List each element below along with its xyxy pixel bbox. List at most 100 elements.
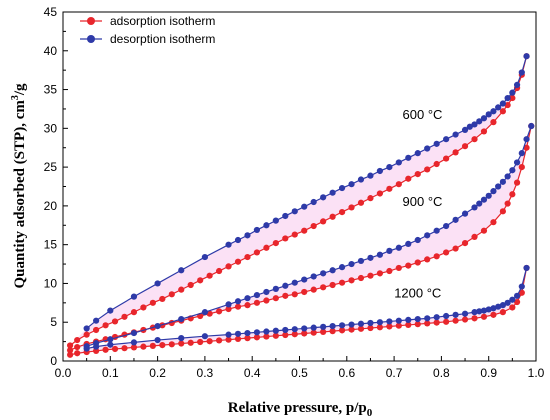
data-point-adsorption-900c: [504, 200, 511, 207]
data-point-adsorption-1200c: [130, 344, 138, 351]
data-point-desorption-1200c: [357, 320, 365, 327]
data-point-desorption-900c: [424, 232, 431, 239]
data-point-desorption-900c: [509, 167, 516, 174]
data-point-desorption-600c: [263, 222, 270, 229]
hysteresis-area: [70, 126, 532, 351]
data-point-desorption-1200c: [320, 323, 327, 330]
y-tick-label: 25: [44, 160, 58, 174]
data-point-adsorption-1200c: [102, 346, 109, 353]
data-point-adsorption-600c: [357, 199, 365, 206]
data-point-desorption-900c: [395, 244, 402, 251]
data-point-desorption-1200c: [414, 316, 421, 323]
data-point-desorption-900c: [291, 279, 298, 286]
data-point-desorption-900c: [357, 257, 365, 265]
data-point-desorption-600c: [338, 184, 346, 192]
data-point-adsorption-900c: [310, 286, 317, 293]
data-point-adsorption-600c: [386, 185, 393, 192]
data-point-adsorption-1200c: [490, 311, 497, 318]
data-point-adsorption-600c: [206, 272, 213, 279]
data-point-desorption-1200c: [201, 333, 208, 340]
data-point-desorption-600c: [424, 145, 431, 152]
data-point-adsorption-600c: [215, 267, 223, 275]
y-axis-title: Quantity adsorbed (STP), cm3/g: [10, 83, 28, 289]
data-point-desorption-900c: [471, 204, 478, 211]
data-point-desorption-1200c: [443, 312, 450, 320]
y-axis-title-sup: 3: [10, 95, 21, 100]
data-point-adsorption-600c: [111, 318, 119, 325]
data-point-adsorption-600c: [461, 143, 469, 150]
x-tick-label: 0.5: [291, 366, 308, 380]
data-point-desorption-900c: [480, 196, 488, 203]
data-point-desorption-900c: [301, 276, 308, 283]
ticks-layer: 0.0 0.1 0.2 0.3 0.4 0.5 0.6 0.7 0.8 0.9 1.0 0 5 10 15 2…: [44, 5, 545, 380]
data-point-adsorption-600c: [301, 227, 308, 234]
data-point-adsorption-600c: [282, 235, 289, 242]
data-point-adsorption-900c: [461, 240, 469, 247]
data-point-adsorption-900c: [424, 256, 431, 263]
data-point-adsorption-1200c: [149, 342, 156, 349]
data-point-adsorption-1200c: [405, 321, 412, 329]
data-point-adsorption-1200c: [197, 338, 204, 346]
x-tick-label: 1.0: [528, 366, 545, 380]
data-point-desorption-1200c: [476, 308, 483, 315]
x-tick-label: 0.4: [244, 366, 261, 380]
data-point-desorption-900c: [433, 227, 440, 234]
data-point-adsorption-600c: [504, 101, 511, 109]
data-point-desorption-600c: [443, 136, 450, 143]
data-point-desorption-600c: [301, 203, 308, 210]
data-point-desorption-900c: [178, 316, 185, 323]
data-point-desorption-1200c: [253, 329, 261, 336]
data-point-adsorption-600c: [74, 336, 81, 344]
data-point-desorption-600c: [509, 89, 516, 96]
data-point-adsorption-1200c: [159, 342, 166, 349]
data-point-adsorption-1200c: [499, 309, 506, 316]
data-point-desorption-600c: [405, 154, 412, 161]
data-point-adsorption-1200c: [66, 351, 74, 358]
data-point-adsorption-1200c: [282, 331, 289, 339]
data-point-adsorption-600c: [338, 208, 346, 216]
data-point-desorption-1200c: [93, 343, 100, 350]
data-point-adsorption-900c: [272, 295, 279, 302]
data-point-adsorption-900c: [499, 208, 506, 215]
data-point-adsorption-1200c: [509, 304, 516, 311]
x-tick-label: 0.7: [386, 366, 403, 380]
legend-adsorption-marker: [87, 17, 95, 25]
legend: adsorption isotherm desorption isotherm: [80, 14, 215, 46]
legend-desorption-marker: [87, 35, 95, 43]
data-point-desorption-600c: [225, 241, 232, 248]
x-tick-label: 0.3: [197, 366, 214, 380]
data-point-adsorption-600c: [471, 136, 478, 143]
y-tick-label: 40: [44, 44, 58, 58]
data-point-adsorption-600c: [424, 166, 431, 173]
data-point-adsorption-600c: [443, 155, 450, 162]
data-point-adsorption-900c: [282, 292, 289, 299]
data-point-adsorption-600c: [499, 108, 506, 115]
data-point-adsorption-900c: [244, 302, 251, 309]
data-point-adsorption-1200c: [234, 335, 242, 342]
y-axis-title-tail: /g: [12, 83, 28, 96]
y-tick-label: 35: [44, 83, 58, 97]
x-tick-label: 0.6: [338, 366, 355, 380]
data-point-desorption-600c: [130, 293, 138, 300]
data-point-desorption-1200c: [433, 314, 440, 321]
data-point-desorption-1200c: [225, 331, 232, 338]
data-point-desorption-900c: [452, 216, 459, 223]
data-point-adsorption-1200c: [518, 289, 525, 296]
data-point-desorption-600c: [504, 94, 511, 102]
data-point-desorption-900c: [154, 323, 161, 330]
data-point-adsorption-900c: [263, 297, 270, 304]
data-point-desorption-900c: [201, 309, 208, 316]
data-point-adsorption-600c: [225, 263, 232, 270]
data-point-adsorption-1200c: [244, 335, 251, 342]
data-point-adsorption-600c: [329, 213, 336, 220]
data-point-desorption-1200c: [509, 296, 516, 303]
data-point-desorption-600c: [272, 217, 279, 224]
data-point-desorption-600c: [253, 226, 261, 234]
data-point-desorption-1200c: [518, 283, 525, 290]
data-point-desorption-600c: [495, 104, 502, 111]
data-point-desorption-600c: [513, 81, 521, 89]
data-point-adsorption-900c: [74, 343, 81, 351]
data-point-desorption-900c: [310, 273, 317, 280]
x-tick-label: 0.8: [433, 366, 450, 380]
data-point-desorption-900c: [499, 178, 506, 185]
